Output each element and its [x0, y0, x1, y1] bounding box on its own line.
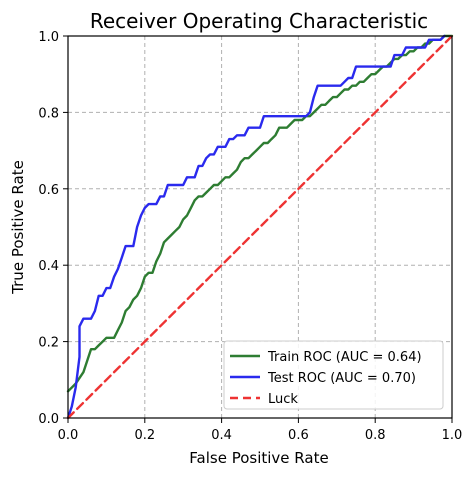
x-tick-label: 0.0: [58, 428, 79, 443]
x-tick-label: 0.6: [288, 428, 309, 443]
x-tick-label: 0.2: [134, 428, 155, 443]
series-line-test-roc: [66, 34, 446, 420]
y-tick-label: 0.0: [38, 412, 59, 427]
x-tick-label: 0.8: [365, 428, 386, 443]
chart-title: Receiver Operating Characteristic: [90, 9, 428, 33]
x-axis-label: False Positive Rate: [189, 449, 328, 467]
y-axis-label: True Positive Rate: [9, 160, 27, 295]
series-layer: [66, 34, 454, 420]
y-tick-label: 0.6: [38, 183, 59, 198]
x-tick-label: 0.4: [211, 428, 232, 443]
series-line-train-roc: [66, 34, 454, 393]
legend-label: Test ROC (AUC = 0.70): [267, 371, 416, 386]
legend-label: Luck: [268, 392, 298, 407]
y-tick-label: 0.8: [38, 106, 59, 121]
legend-label: Train ROC (AUC = 0.64): [267, 350, 422, 365]
axis-ticks: 0.0 0.2 0.4 0.6 0.8 1.0 0.0 0.2 0.4 0.6 0.8 1.0: [38, 30, 462, 443]
y-tick-label: 1.0: [38, 30, 59, 45]
plot-frame: [67, 35, 453, 419]
y-tick-label: 0.2: [38, 336, 59, 351]
y-tick-label: 0.4: [38, 259, 59, 274]
legend: Train ROC (AUC = 0.64) Test ROC (AUC = 0.…: [223, 340, 444, 410]
x-tick-label: 1.0: [442, 428, 463, 443]
legend-box: [223, 340, 444, 410]
series-line-luck: [66, 34, 454, 420]
